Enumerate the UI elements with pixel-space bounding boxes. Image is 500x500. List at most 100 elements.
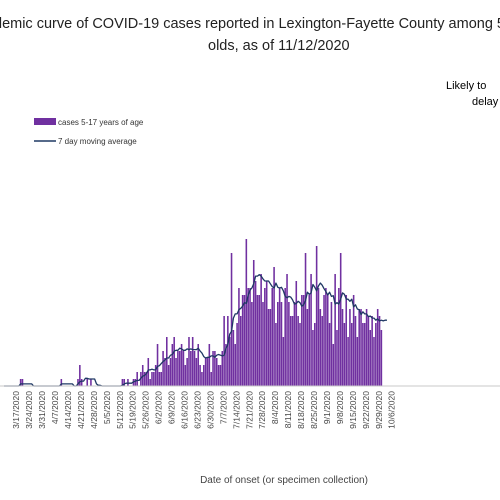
legend-label-moving-average: 7 day moving average — [58, 137, 137, 146]
bar-192 — [358, 309, 360, 386]
x-tick-label: 7/28/2020 — [257, 391, 267, 429]
bar-77 — [145, 372, 148, 386]
bar-65 — [123, 379, 126, 386]
bar-138 — [258, 295, 261, 386]
bar-93 — [175, 358, 177, 386]
bar-200 — [373, 337, 375, 386]
bar-94 — [177, 351, 179, 386]
bar-124 — [232, 330, 235, 386]
bar-101 — [190, 351, 192, 386]
bar-202 — [376, 309, 379, 386]
bar-111 — [208, 344, 211, 386]
bar-90 — [169, 358, 172, 386]
x-tick-label: 9/1/2020 — [322, 391, 332, 424]
bar-82 — [154, 365, 157, 386]
x-tick-label: 4/28/2020 — [89, 391, 99, 429]
x-tick-label: 5/5/2020 — [102, 391, 112, 424]
bar-117 — [219, 365, 222, 386]
bar-196 — [365, 309, 368, 386]
bar-79 — [149, 379, 151, 386]
bar-110 — [206, 358, 209, 386]
bar-140 — [262, 302, 264, 386]
bar-116 — [217, 365, 220, 386]
bar-108 — [203, 365, 205, 386]
x-tick-label: 9/15/2020 — [348, 391, 358, 429]
bar-154 — [288, 302, 290, 386]
x-tick-label: 4/7/2020 — [50, 391, 60, 424]
bar-125 — [234, 344, 237, 386]
bar-89 — [167, 365, 170, 386]
bar-47 — [90, 379, 92, 386]
bar-147 — [275, 323, 277, 386]
bar-80 — [151, 372, 153, 386]
bar-121 — [227, 316, 229, 386]
bar-168 — [314, 323, 316, 386]
bar-126 — [236, 323, 238, 386]
bar-181 — [338, 288, 340, 386]
bar-182 — [339, 253, 342, 386]
bar-103 — [193, 351, 196, 386]
bar-83 — [156, 344, 159, 386]
x-tick-label: 6/23/2020 — [192, 391, 202, 429]
bar-131 — [245, 239, 248, 386]
bar-165 — [308, 295, 311, 386]
x-tick-label: 6/2/2020 — [154, 391, 164, 424]
x-tick-label: 5/26/2020 — [141, 391, 151, 429]
bar-142 — [265, 281, 268, 386]
legend-swatch-cases — [34, 118, 56, 125]
x-tick-label: 8/25/2020 — [309, 391, 319, 429]
bar-99 — [186, 358, 188, 386]
bar-40 — [77, 379, 79, 386]
bar-123 — [230, 253, 233, 386]
x-tick-label: 4/21/2020 — [76, 391, 86, 429]
bar-145 — [271, 288, 274, 386]
bar-176 — [328, 323, 331, 386]
bar-174 — [325, 288, 327, 386]
bar-148 — [277, 302, 279, 386]
legend: cases 5-17 years of age 7 day moving ave… — [34, 118, 144, 146]
bar-42 — [80, 379, 83, 386]
bar-179 — [334, 274, 336, 386]
bar-141 — [264, 288, 266, 386]
x-tick-label: 7/14/2020 — [231, 391, 241, 429]
bar-series-cases — [19, 239, 383, 386]
bar-107 — [201, 372, 203, 386]
x-tick-label: 3/31/2020 — [37, 391, 47, 429]
bar-114 — [214, 351, 216, 386]
x-axis-title: Date of onset (or specimen collection) — [200, 475, 368, 486]
bar-130 — [243, 295, 246, 386]
bar-71 — [134, 379, 137, 386]
bar-98 — [184, 365, 187, 386]
bar-128 — [240, 316, 242, 386]
bar-78 — [147, 358, 150, 386]
bar-194 — [362, 323, 364, 386]
bar-153 — [286, 274, 288, 386]
x-tick-label: 5/19/2020 — [128, 391, 138, 429]
x-tick-label: 3/17/2020 — [11, 391, 21, 429]
x-axis-tick-labels: 3/17/2020 3/24/2020 3/31/2020 4/7/2020 4/14/… — [11, 391, 397, 429]
bar-184 — [343, 323, 346, 386]
bar-127 — [238, 288, 240, 386]
x-tick-label: 9/29/2020 — [374, 391, 384, 429]
bar-9 — [19, 379, 22, 386]
x-tick-label: 5/12/2020 — [115, 391, 125, 429]
bar-149 — [278, 288, 281, 386]
bar-119 — [223, 316, 225, 386]
bar-166 — [310, 274, 312, 386]
bar-144 — [269, 309, 272, 386]
bar-169 — [315, 246, 318, 386]
bar-102 — [191, 337, 194, 386]
bar-76 — [143, 372, 146, 386]
bar-164 — [306, 309, 309, 386]
bar-31 — [60, 379, 63, 386]
bar-10 — [21, 379, 24, 386]
bar-190 — [354, 316, 357, 386]
bar-201 — [375, 323, 377, 386]
bar-88 — [166, 337, 168, 386]
x-tick-label: 8/18/2020 — [296, 391, 306, 429]
bar-85 — [160, 372, 163, 386]
bar-118 — [221, 351, 224, 386]
bar-155 — [289, 316, 292, 386]
bar-92 — [173, 337, 175, 386]
